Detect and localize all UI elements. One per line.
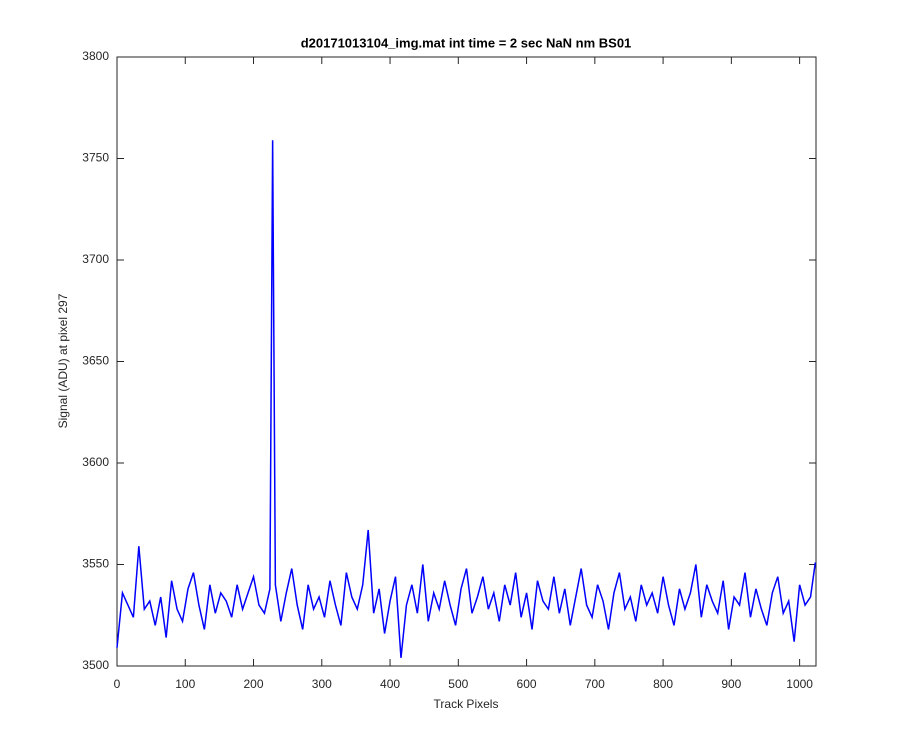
x-tick-label: 800 xyxy=(653,677,673,691)
chart-title: d20171013104_img.mat int time = 2 sec Na… xyxy=(301,35,632,50)
y-tick-label: 3800 xyxy=(82,49,109,63)
y-tick-label: 3650 xyxy=(82,354,109,368)
y-tick-label: 3750 xyxy=(82,151,109,165)
x-tick-label: 200 xyxy=(244,677,264,691)
x-tick-label: 900 xyxy=(721,677,741,691)
x-tick-label: 300 xyxy=(312,677,332,691)
x-axis-label: Track Pixels xyxy=(434,697,499,711)
plot-area xyxy=(116,56,817,667)
x-tick-label: 500 xyxy=(448,677,468,691)
x-tick-label: 400 xyxy=(380,677,400,691)
x-tick-label: 1000 xyxy=(786,677,813,691)
x-tick-label: 700 xyxy=(585,677,605,691)
x-tick-label: 0 xyxy=(114,677,121,691)
y-tick-label: 3500 xyxy=(82,658,109,672)
x-tick-label: 100 xyxy=(175,677,195,691)
y-tick-label: 3700 xyxy=(82,252,109,266)
x-tick-label: 600 xyxy=(517,677,537,691)
y-tick-label: 3600 xyxy=(82,455,109,469)
y-axis-label: Signal (ADU) at pixel 297 xyxy=(56,293,70,428)
y-tick-label: 3550 xyxy=(82,557,109,571)
data-line xyxy=(116,140,817,658)
